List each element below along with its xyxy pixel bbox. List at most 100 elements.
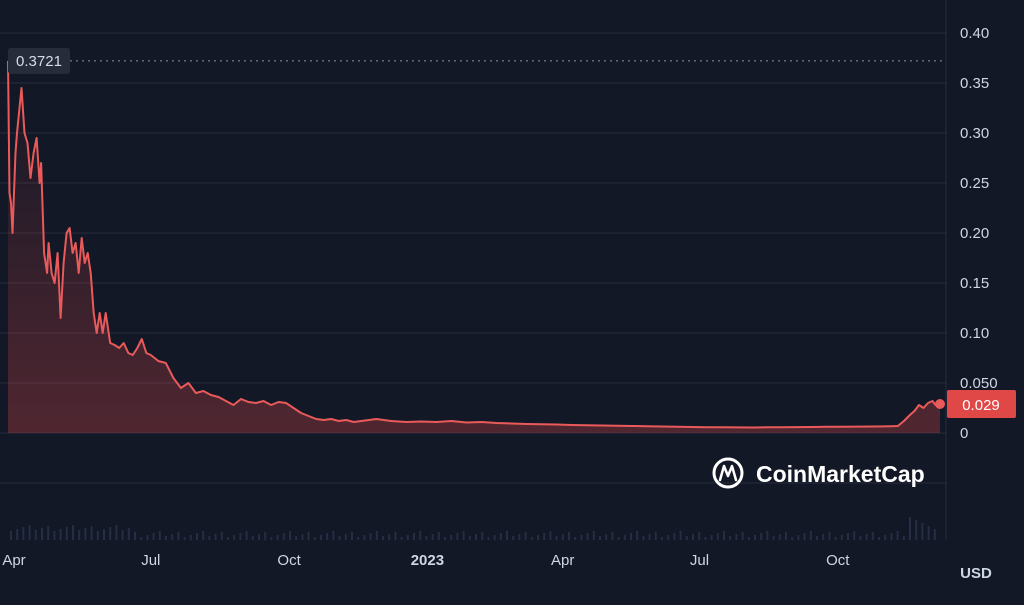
volume-bar [444,537,446,540]
volume-bar [437,532,440,540]
volume-bar [654,532,657,540]
volume-bar [735,534,738,540]
volume-bar [518,534,521,540]
volume-bar [351,532,353,540]
volume-bar [685,536,688,540]
volume-bar [766,531,769,540]
y-tick-label: 0.10 [960,325,989,342]
x-tick-label: 2023 [411,552,444,569]
volume-bar [617,537,620,540]
volume-bar [778,534,781,540]
volume-bar [400,537,403,540]
volume-bar [227,537,229,540]
volume-bar [425,536,428,540]
volume-bar [679,531,682,540]
volume-bar [586,533,589,540]
volume-bar [171,534,174,540]
y-tick-label: 0.30 [960,125,989,142]
volume-bar [84,528,87,540]
high-price-badge: 0.3721 [8,47,70,74]
volume-bar [177,532,180,540]
volume-bar [34,530,37,540]
volume-bar [648,534,651,540]
volume-bar [28,525,31,540]
volume-bar [884,535,887,540]
volume-bar [251,536,254,540]
volume-bar [710,535,713,540]
currency-label[interactable]: USD [960,565,992,582]
volume-bar [233,535,236,540]
volume-bar [475,534,477,540]
volume-bar [245,531,248,540]
volume-bar [878,537,880,540]
volume-bar [78,530,81,540]
volume-bar [822,534,825,540]
volume-bar [605,534,608,540]
volume-bar [301,534,304,540]
volume-bar [692,534,694,540]
volume-bar [196,533,198,540]
volume-bar [127,528,130,540]
volume-bar [270,537,273,540]
volume-bar [431,534,434,540]
volume-bar [611,532,614,540]
volume-bar [152,533,155,540]
y-tick-label: 0.050 [960,375,998,392]
volume-bar [65,527,68,540]
volume-bar [202,531,205,540]
volume-bar [772,536,775,540]
volume-bar [382,536,384,540]
volume-bar [375,531,378,540]
volume-bar [890,533,893,540]
volume-bar [865,534,868,540]
volume-bar [512,536,515,540]
volume-bar [16,529,19,540]
volume-bar [264,532,267,540]
volume-bar [623,535,626,540]
volume-bar [59,529,62,540]
volume-bar [530,537,533,540]
high-price-label: 0.3721 [16,53,62,70]
volume-bar [72,525,74,540]
current-price-dot[interactable] [935,399,945,409]
volume-bar [760,533,763,540]
volume-bar [816,536,818,540]
current-price-badge: 0.029 [947,390,1016,418]
volume-bar [871,532,874,540]
volume-bar [214,534,217,540]
volume-bar [295,536,298,540]
volume-bar [909,517,911,540]
volume-bar [555,536,558,540]
volume-bar [741,532,744,540]
volume-bar [840,535,843,540]
volume-bar [326,533,329,540]
volume-bar [673,533,676,540]
volume-bar [10,531,12,540]
volume-bar [847,533,849,540]
volume-bar [797,535,800,540]
volume-bar [902,536,905,540]
volume-bar [22,527,25,540]
volume-bar [109,527,112,540]
volume-bar [456,533,459,540]
volume-bar [729,536,732,540]
volume-bar [369,533,372,540]
volume-bar [704,537,707,540]
volume-bar [239,533,242,540]
volume-bar [140,537,143,540]
volume-bar [549,531,552,540]
volume-bar [667,535,670,540]
x-tick-label: Oct [277,552,301,569]
volume-bar [121,530,124,540]
volume-bar [524,532,527,540]
volume-bar [543,533,546,540]
current-price-badge-bg [947,390,1016,418]
watermark-text: CoinMarketCap [756,461,925,487]
volume-bar [698,532,701,540]
volume-bar [394,532,397,540]
volume-bar [344,534,347,540]
x-axis-tick-labels: Apr Jul Oct 2023 Apr Jul Oct [2,552,850,569]
price-line[interactable] [7,60,941,429]
